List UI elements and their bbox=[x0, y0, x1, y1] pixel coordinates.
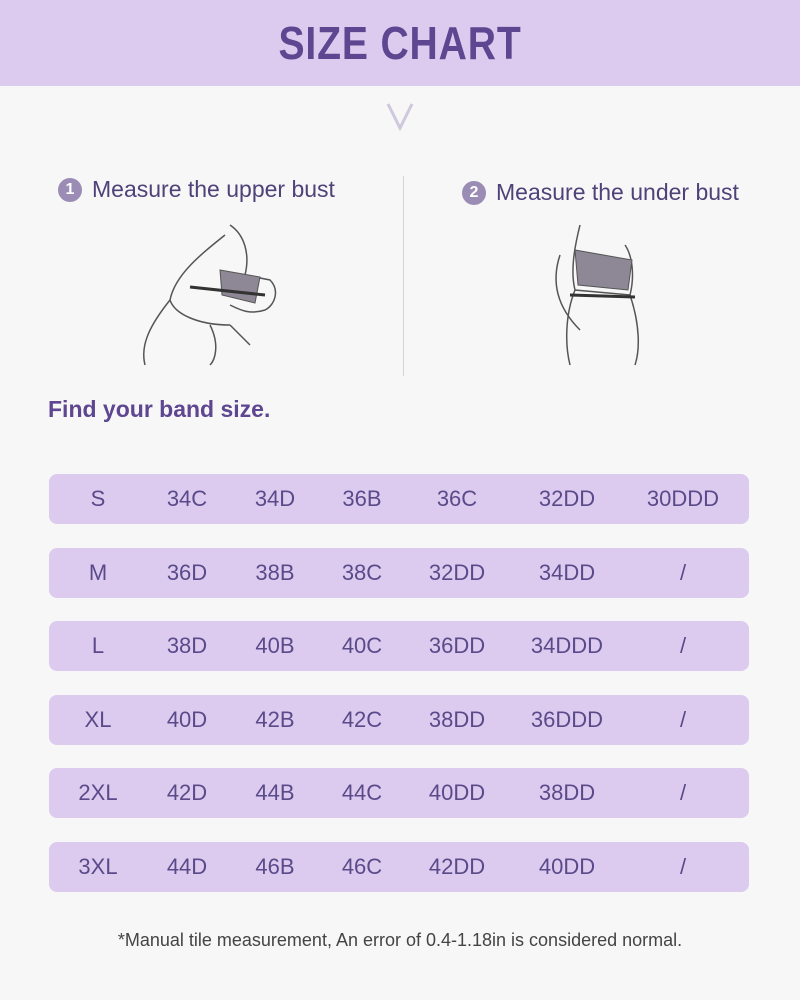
step-label: Measure the upper bust bbox=[92, 176, 335, 202]
band-size-cell: 36C bbox=[436, 486, 478, 511]
band-size-cell: 42C bbox=[341, 707, 383, 732]
band-size-cell: 40C bbox=[341, 633, 383, 658]
band-size-cell: 38DD bbox=[428, 707, 486, 732]
band-size-cell: 38D bbox=[166, 633, 208, 658]
under-bust-illustration bbox=[555, 224, 640, 366]
band-size-cell: 46B bbox=[255, 854, 295, 879]
size-label: XL bbox=[84, 707, 112, 732]
band-size-cell: 34C bbox=[166, 486, 208, 511]
band-size-heading: Find your band size. bbox=[48, 396, 271, 422]
band-size-cell: 42D bbox=[166, 780, 208, 805]
band-size-cell: 34D bbox=[254, 486, 296, 511]
step-label: Measure the under bust bbox=[496, 179, 739, 205]
band-size-cell: 30DDD bbox=[646, 486, 720, 511]
band-size-cell: 44B bbox=[255, 780, 295, 805]
size-row: 2XL 42D 44B 44C 40DD 38DD / bbox=[49, 768, 749, 818]
band-size-cell: 38DD bbox=[538, 780, 596, 805]
band-size-cell: 40DD bbox=[538, 854, 596, 879]
band-size-cell: 40DD bbox=[428, 780, 486, 805]
band-size-cell: 36B bbox=[342, 486, 382, 511]
size-row: M 36D 38B 38C 32DD 34DD / bbox=[49, 548, 749, 598]
step-upper-bust: 1 Measure the upper bust bbox=[58, 176, 335, 203]
band-size-cell: / bbox=[679, 560, 687, 585]
band-size-cell: 36D bbox=[166, 560, 208, 585]
divider bbox=[403, 176, 404, 376]
band-size-cell: 42DD bbox=[428, 854, 486, 879]
size-label: L bbox=[91, 633, 105, 658]
size-row: XL 40D 42B 42C 38DD 36DDD / bbox=[49, 695, 749, 745]
size-row: S 34C 34D 36B 36C 32DD 30DDD bbox=[49, 474, 749, 524]
band-size-cell: 36DDD bbox=[530, 707, 604, 732]
size-label: S bbox=[90, 486, 106, 511]
band-size-cell: / bbox=[679, 633, 687, 658]
band-size-cell: 40D bbox=[166, 707, 208, 732]
band-size-cell: 38C bbox=[341, 560, 383, 585]
step-number-badge: 1 bbox=[58, 177, 82, 202]
band-size-cell: / bbox=[679, 854, 687, 879]
band-size-cell: 38B bbox=[255, 560, 295, 585]
size-label: 3XL bbox=[78, 854, 118, 879]
band-size-cell: 32DD bbox=[538, 486, 596, 511]
measurement-note: *Manual tile measurement, An error of 0.… bbox=[117, 930, 683, 950]
band-size-cell: / bbox=[679, 780, 687, 805]
size-row: L 38D 40B 40C 36DD 34DDD / bbox=[49, 621, 749, 671]
band-size-cell: 34DDD bbox=[530, 633, 604, 658]
upper-bust-illustration bbox=[143, 224, 277, 366]
page-title: SIZE CHART bbox=[278, 17, 522, 69]
band-size-cell: 36DD bbox=[428, 633, 486, 658]
band-size-cell: 40B bbox=[255, 633, 295, 658]
band-size-cell: 44C bbox=[341, 780, 383, 805]
band-size-cell: 34DD bbox=[538, 560, 596, 585]
size-label: 2XL bbox=[78, 780, 118, 805]
band-size-cell: / bbox=[679, 707, 687, 732]
chevron-down-icon bbox=[386, 103, 414, 132]
band-size-cell: 32DD bbox=[428, 560, 486, 585]
band-size-cell: 44D bbox=[166, 854, 208, 879]
band-size-cell: 46C bbox=[341, 854, 383, 879]
size-row: 3XL 44D 46B 46C 42DD 40DD / bbox=[49, 842, 749, 892]
size-label: M bbox=[88, 560, 108, 585]
step-number-badge: 2 bbox=[462, 180, 486, 205]
header-banner: SIZE CHART bbox=[0, 0, 800, 86]
step-under-bust: 2 Measure the under bust bbox=[462, 179, 739, 206]
band-size-cell: 42B bbox=[255, 707, 295, 732]
